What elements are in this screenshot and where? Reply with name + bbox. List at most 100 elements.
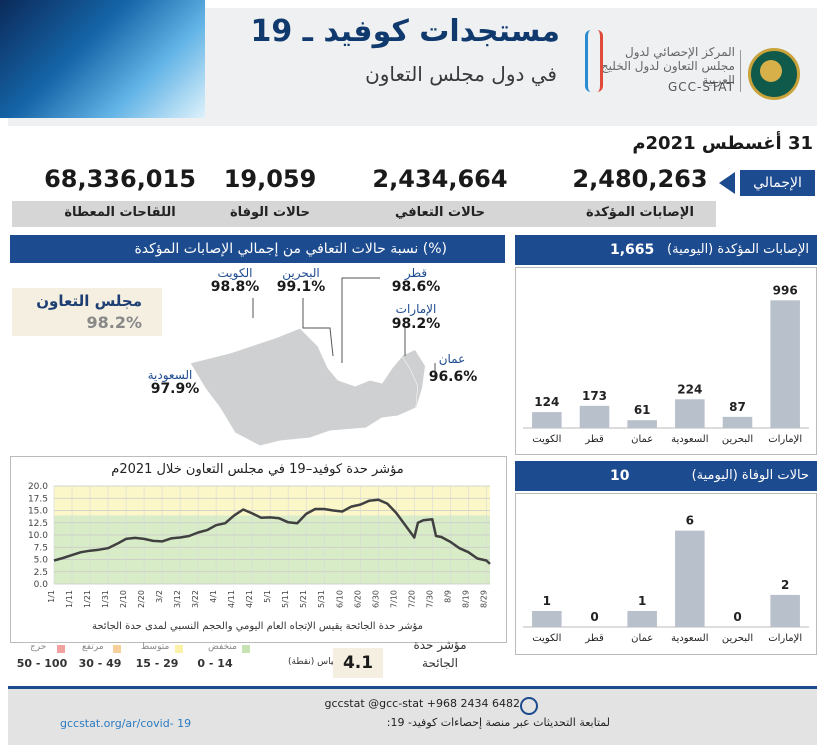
scale-caption: المقياس (نقطة) bbox=[288, 657, 349, 667]
gcc-recovery-pct: 98.2% bbox=[86, 313, 142, 332]
gccstat-logo-icon bbox=[585, 30, 603, 92]
line-ytick-label: 10.0 bbox=[28, 531, 48, 541]
gcc-recovery-box bbox=[12, 288, 162, 336]
report-date: 31 أغسطس 2021م bbox=[632, 133, 813, 154]
line-xtick-label: 2/20 bbox=[137, 590, 146, 608]
deaths-value-label: 6 bbox=[686, 514, 694, 528]
severity-index-value: 4.1 bbox=[333, 648, 383, 678]
line-xtick-label: 2/10 bbox=[119, 590, 128, 608]
confirmed-category-label: البحرين bbox=[722, 434, 753, 445]
scale-low-name: منخفض bbox=[208, 642, 237, 652]
scale-high-name: مرتفع bbox=[82, 642, 104, 652]
scale-medium-name: متوسط bbox=[141, 642, 170, 652]
deaths-total-value: 19,059 bbox=[223, 165, 317, 193]
daily-deaths-total: 10 bbox=[610, 468, 630, 484]
line-xtick-label: 3/12 bbox=[173, 590, 182, 608]
deaths-bar bbox=[627, 610, 657, 627]
country-pct-kuwait: 98.8% bbox=[210, 279, 260, 295]
gcc-map bbox=[189, 327, 425, 447]
line-xtick-label: 7/30 bbox=[425, 590, 434, 608]
line-xtick-label: 3/2 bbox=[155, 590, 164, 603]
vaccines-total-label: اللقاحات المعطاة bbox=[64, 205, 176, 220]
line-ytick-label: 20.0 bbox=[28, 482, 48, 492]
line-xtick-label: 7/20 bbox=[407, 590, 416, 608]
daily-confirmed-title: الإصابات المؤكدة (اليومية) bbox=[667, 242, 809, 257]
daily-deaths-panel bbox=[515, 493, 817, 655]
vaccines-total-value: 68,336,015 bbox=[44, 165, 196, 193]
country-pct-oman: 96.6% bbox=[428, 369, 478, 385]
recovered-total-value: 2,434,664 bbox=[372, 165, 508, 193]
deaths-category-label: السعودية bbox=[671, 633, 708, 644]
deaths-value-label: 0 bbox=[590, 610, 598, 624]
logo-arabic-text: المركز الإحصائي لدول مجلس التعاون لدول ا… bbox=[600, 45, 735, 87]
page-title: مستجدات كوفيد ـ 19 bbox=[250, 14, 560, 49]
confirmed-value-label: 124 bbox=[534, 395, 559, 409]
logo-english-text: GCC-STAT bbox=[667, 80, 735, 94]
line-xtick-label: 6/20 bbox=[353, 590, 362, 608]
confirmed-bar bbox=[532, 412, 562, 428]
confirmed-category-label: عمان bbox=[631, 434, 653, 445]
severity-chart-note: مؤشر حدة الجائحة يقيس الإتجاه العام اليو… bbox=[91, 621, 424, 632]
deaths-bar bbox=[770, 594, 800, 627]
footer bbox=[8, 689, 817, 745]
line-xtick-label: 4/21 bbox=[245, 590, 254, 608]
deaths-category-label: البحرين bbox=[722, 633, 753, 644]
country-pct-qatar: 98.6% bbox=[391, 279, 441, 295]
confirmed-value-label: 224 bbox=[677, 382, 702, 396]
line-ytick-label: 17.5 bbox=[28, 494, 48, 504]
country-name-bahrain: البحرين bbox=[282, 266, 320, 280]
line-xtick-label: 1/31 bbox=[101, 590, 110, 608]
deaths-value-label: 1 bbox=[543, 594, 551, 608]
footer-contacts[interactable]: gccstat @gcc-stat +968 2434 6482 bbox=[324, 697, 520, 710]
line-xtick-label: 6/10 bbox=[335, 590, 344, 608]
line-xtick-label: 5/21 bbox=[299, 590, 308, 608]
line-xtick-label: 5/11 bbox=[281, 590, 290, 608]
deaths-total-label: حالات الوفاة bbox=[229, 205, 311, 220]
daily-deaths-header: حالات الوفاة (اليومية) 10 bbox=[515, 461, 817, 491]
country-name-uae: الإمارات bbox=[395, 302, 437, 316]
line-xtick-label: 5/31 bbox=[317, 590, 326, 608]
confirmed-total-value: 2,480,263 bbox=[572, 165, 708, 193]
deaths-value-label: 0 bbox=[733, 610, 741, 624]
severity-band bbox=[54, 515, 490, 584]
scale-critical-range: 50 - 100 bbox=[16, 657, 68, 670]
severity-line-chart: 0.0 2.5 5.0 7.5 10.0 12.5 15.0 17.5 20.0 1/1 1/11 1… bbox=[28, 482, 491, 608]
footer-url-link[interactable]: gccstat.org/ar/covid- 19 bbox=[60, 717, 192, 730]
line-xtick-label: 1/11 bbox=[65, 590, 74, 608]
deaths-value-label: 1 bbox=[638, 594, 646, 608]
scale-high-swatch bbox=[113, 645, 121, 653]
recovery-panel-title: نسبة حالات التعافي من إجمالي الإصابات ال… bbox=[134, 241, 447, 257]
page-subtitle: في دول مجلس التعاون bbox=[365, 62, 557, 86]
totals-label: الإجمالي bbox=[740, 170, 815, 196]
line-xtick-label: 1/21 bbox=[83, 590, 92, 608]
confirmed-value-label: 173 bbox=[582, 389, 607, 403]
deaths-category-label: عمان bbox=[631, 633, 653, 644]
confirmed-value-label: 87 bbox=[729, 400, 746, 414]
scale-low-range: 0 - 14 bbox=[197, 657, 233, 670]
daily-confirmed-total: 1,665 bbox=[610, 242, 655, 258]
deaths-category-label: قطر bbox=[584, 633, 604, 644]
confirmed-bar bbox=[579, 405, 610, 428]
line-xtick-label: 8/29 bbox=[479, 590, 488, 608]
line-xtick-label: 4/11 bbox=[227, 590, 236, 608]
line-xtick-label: 8/19 bbox=[461, 590, 470, 608]
footer-follow-text: لمتابعة التحديثات عبر منصة إحصاءات كوفيد… bbox=[386, 716, 610, 729]
leader-bahrain bbox=[302, 298, 334, 357]
country-name-oman: عمان bbox=[438, 352, 466, 366]
line-xtick-label: 6/30 bbox=[371, 590, 380, 608]
line-ytick-label: 12.5 bbox=[28, 519, 48, 529]
scale-medium-range: 15 - 29 bbox=[135, 657, 179, 670]
confirmed-total-label: الإصابات المؤكدة bbox=[586, 205, 694, 220]
scale-critical-swatch bbox=[57, 645, 65, 653]
line-ytick-label: 15.0 bbox=[28, 507, 48, 517]
recovery-panel-header: نسبة حالات التعافي من إجمالي الإصابات ال… bbox=[10, 235, 505, 263]
line-ytick-label: 5.0 bbox=[34, 556, 49, 566]
map-oman-tip bbox=[402, 350, 425, 408]
arrow-left-icon bbox=[719, 172, 735, 194]
line-xtick-label: 8/9 bbox=[443, 590, 452, 603]
line-xtick-label: 4/1 bbox=[209, 590, 218, 603]
severity-series-line bbox=[53, 498, 491, 565]
confirmed-category-label: الإمارات bbox=[768, 434, 802, 445]
gccstat-footer-logo-icon bbox=[520, 697, 538, 715]
confirmed-value-label: 61 bbox=[634, 403, 651, 417]
